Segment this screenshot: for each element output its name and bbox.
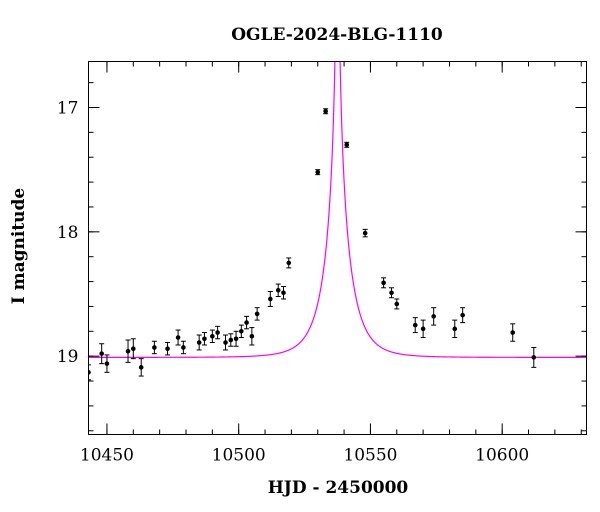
data-point	[244, 320, 249, 325]
plot-frame	[88, 61, 587, 435]
data-point	[452, 326, 458, 332]
data-point	[228, 337, 234, 343]
data-point	[431, 314, 436, 319]
data-point	[344, 142, 350, 148]
x-axis-label: HJD - 2450000	[268, 478, 409, 498]
data-point	[233, 336, 239, 342]
data-points-layer	[88, 108, 537, 381]
data-point	[175, 335, 181, 340]
data-point	[249, 333, 255, 339]
data-point	[239, 329, 244, 334]
x-tick-label: 10450	[80, 446, 134, 466]
x-tick-label: 10600	[475, 446, 529, 466]
data-point	[362, 230, 368, 236]
data-point	[268, 296, 273, 302]
data-point	[88, 370, 91, 375]
data-point	[394, 301, 400, 307]
data-point	[315, 169, 321, 175]
y-tick-label: 18	[57, 223, 79, 243]
data-point	[99, 351, 104, 356]
data-point	[275, 287, 281, 293]
data-point	[130, 346, 136, 352]
data-point	[196, 340, 202, 345]
data-point	[138, 365, 144, 370]
data-point	[181, 345, 186, 350]
x-tick-label: 10500	[212, 446, 266, 466]
x-tick-label: 10550	[343, 446, 397, 466]
data-point	[323, 108, 328, 114]
data-point	[286, 260, 292, 266]
data-point	[165, 346, 170, 352]
y-tick-label: 19	[57, 347, 79, 367]
data-point	[420, 326, 426, 332]
data-point	[254, 311, 260, 317]
data-point	[510, 330, 516, 335]
model-curve	[88, 61, 587, 358]
data-point	[460, 312, 465, 318]
data-point	[223, 340, 228, 345]
data-point	[215, 330, 220, 335]
data-point	[152, 345, 157, 350]
data-point	[210, 333, 215, 339]
data-point	[104, 361, 110, 366]
data-point	[202, 336, 207, 342]
data-point	[381, 280, 386, 286]
data-point	[531, 355, 537, 360]
data-point	[281, 290, 286, 296]
chart-title: OGLE-2024-BLG-1110	[231, 25, 443, 45]
data-point	[389, 290, 394, 296]
axis-ticks-layer: 10450 10500 10550 10600 17 18 19	[57, 61, 587, 466]
y-tick-label: 17	[57, 99, 79, 119]
data-point	[412, 322, 418, 328]
y-axis-label: I magnitude	[9, 188, 29, 305]
data-point	[125, 348, 131, 354]
model-curve-layer	[88, 61, 587, 358]
